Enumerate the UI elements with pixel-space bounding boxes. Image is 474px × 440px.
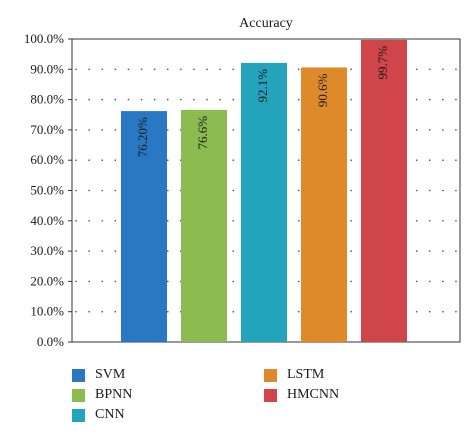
- y-tick-label: 20.0%: [30, 273, 64, 288]
- y-tick-label: 70.0%: [30, 122, 64, 137]
- data-label-cnn: 92.1%: [255, 69, 270, 103]
- y-axis-ticks: 0.0% 10.0% 20.0% 30.0% 40.0% 50.0% 60.0% 70.0% 8…: [24, 31, 72, 349]
- bar-data-labels: 76.20% 76.6% 92.1% 90.6% 99.7%: [135, 46, 390, 157]
- chart-title: Accuracy: [239, 16, 293, 31]
- y-tick-label: 60.0%: [30, 152, 64, 167]
- bar-cnn: [241, 62, 287, 342]
- y-tick-label: 90.0%: [30, 61, 64, 76]
- data-label-svm: 76.20%: [135, 117, 150, 157]
- y-tick-label: 100.0%: [24, 31, 64, 46]
- y-tick-label: 0.0%: [37, 334, 64, 349]
- data-label-lstm: 90.6%: [315, 73, 330, 107]
- bar-svm: [121, 111, 167, 342]
- y-tick-label: 80.0%: [30, 92, 64, 107]
- y-tick-label: 40.0%: [30, 213, 64, 228]
- bars: [121, 39, 407, 343]
- bar-lstm: [301, 67, 347, 343]
- data-label-bpnn: 76.6%: [195, 116, 210, 150]
- y-tick-label: 30.0%: [30, 243, 64, 258]
- bar-bpnn: [181, 109, 227, 342]
- y-tick-label: 50.0%: [30, 183, 64, 198]
- data-label-hmcnn: 99.7%: [375, 46, 390, 80]
- bar-hmcnn: [361, 39, 407, 343]
- y-tick-label: 10.0%: [30, 304, 64, 319]
